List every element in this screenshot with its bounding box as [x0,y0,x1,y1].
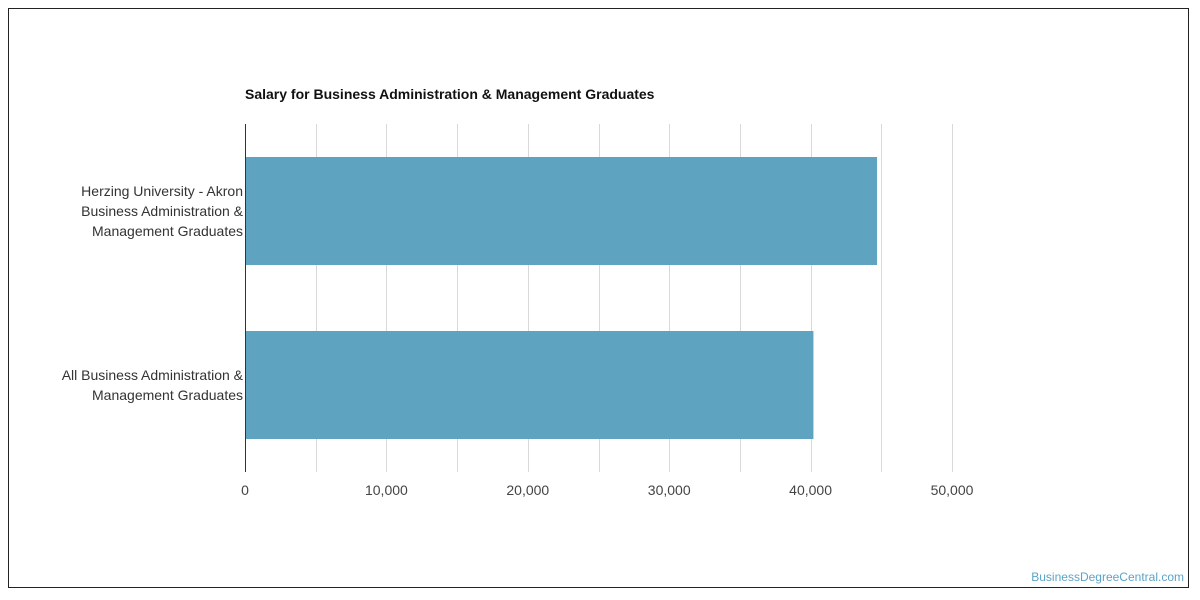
category-labels: Herzing University - Akron Business Admin… [62,183,244,403]
x-tick-label: 30,000 [648,482,691,498]
x-tick-label: 40,000 [789,482,832,498]
x-tick-label: 10,000 [365,482,408,498]
category-label-line: All Business Administration & [62,367,244,383]
x-tick-label: 0 [241,482,249,498]
watermark: BusinessDegreeCentral.com [1031,570,1184,584]
category-label-line: Management Graduates [92,387,243,403]
category-label: Herzing University - Akron Business Admin… [81,183,244,239]
chart-title: Salary for Business Administration & Man… [245,86,655,102]
x-tick-label: 20,000 [506,482,549,498]
bar [245,157,878,265]
category-label-line: Management Graduates [92,223,243,239]
x-tick-label: 50,000 [931,482,974,498]
x-axis-ticks: 0 10,000 20,000 30,000 40,000 50,000 [241,482,974,498]
bar [245,331,814,439]
category-label-line: Business Administration & [81,203,244,219]
bars [245,157,878,439]
category-label-line: Herzing University - Akron [81,183,243,199]
chart-frame [8,8,1189,588]
category-label: All Business Administration & Management … [62,367,244,403]
